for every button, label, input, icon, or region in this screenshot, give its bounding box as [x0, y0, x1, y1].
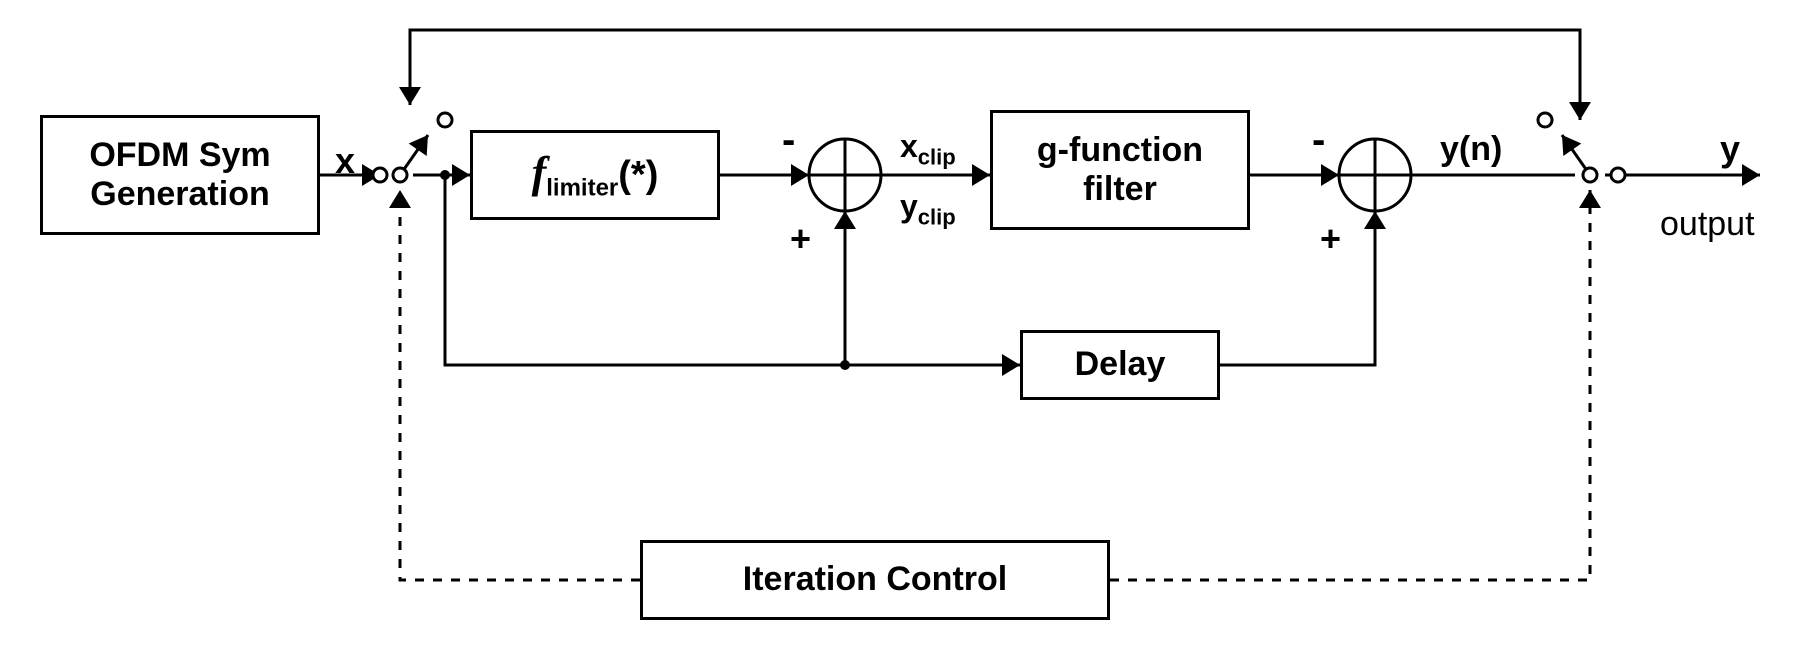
diagram-stage: OFDM Sym Generation flimiter(*) g-functi… — [0, 0, 1812, 647]
wires-layer — [0, 0, 1812, 647]
